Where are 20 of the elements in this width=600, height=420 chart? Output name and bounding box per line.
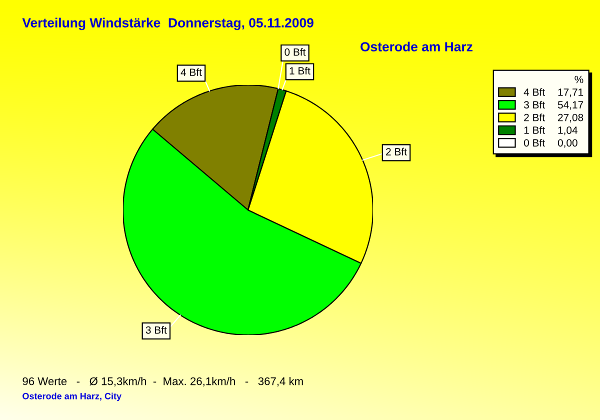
data-label: 1,04 [558, 126, 578, 136]
legend-label: 1 Bft [524, 126, 545, 134]
slice-label: 2 Bft [386, 148, 407, 156]
text: Osterode am Harz, City [22, 392, 122, 402]
data-label: 27,08 [558, 114, 584, 122]
legend-label: 2 Bft [524, 114, 545, 122]
chart-subtitle: Osterode am Harz [360, 42, 472, 52]
category-label: 0 Bft [284, 48, 306, 56]
chart-title: Verteilung Windstärke Donnerstag, 05.11.2009 [22, 18, 314, 30]
slice-label: 1 Bft [290, 66, 310, 75]
text: 96 Werte - Ø 15,3km/h - Max. 26,1km/h - 367,4 km [22, 377, 303, 386]
data-label: 54,17 [558, 101, 584, 110]
legend-label: 3 Bft [524, 100, 545, 109]
slice-label: 4 Bft [180, 68, 202, 76]
text: 0,00 [558, 139, 578, 148]
legend-label: 0 Bft [524, 138, 545, 147]
legend-label: 4 Bft [524, 88, 545, 96]
data-label: 17,71 [558, 88, 584, 98]
legend-title: % [574, 76, 584, 84]
slice-label: 3 Bft [146, 326, 167, 334]
